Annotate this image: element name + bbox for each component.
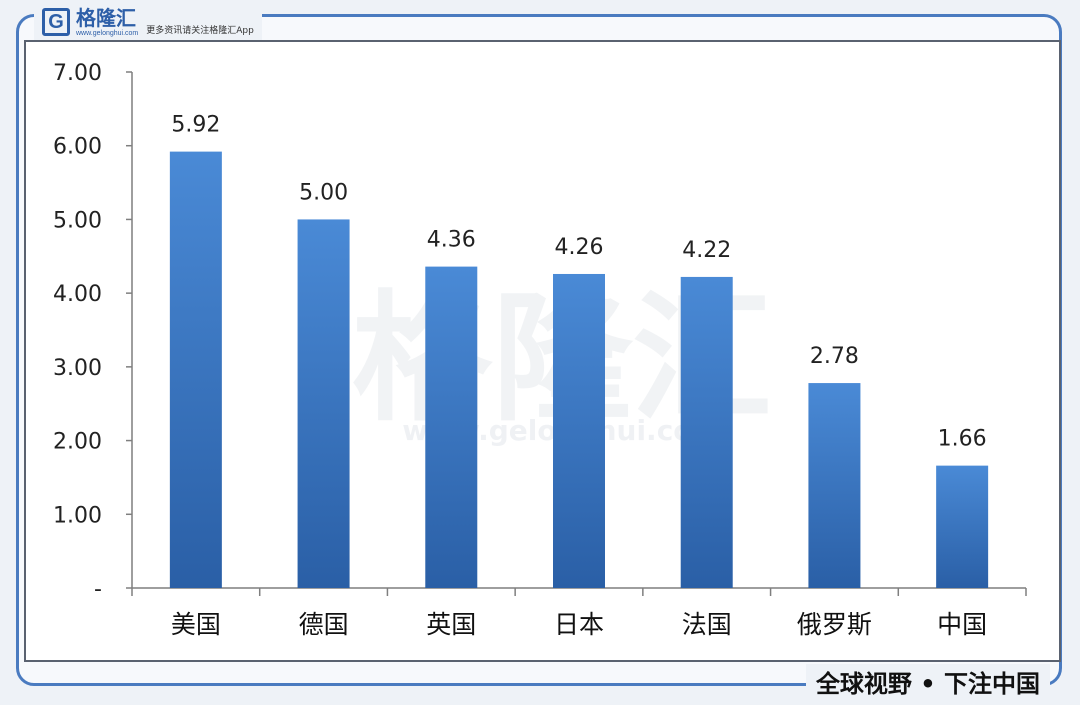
bar (297, 219, 350, 588)
y-tick-label: 2.00 (53, 430, 102, 455)
logo-name: 格隆汇 (76, 5, 136, 30)
data-label: 2.78 (810, 344, 859, 369)
logo-url: www.gelonghui.com (76, 29, 139, 37)
logo-icon: G (42, 8, 70, 36)
bar (808, 383, 861, 588)
bar (425, 266, 478, 588)
logo-text: 格隆汇 www.gelonghui.com (76, 8, 138, 37)
data-label: 4.22 (682, 238, 731, 263)
bar (169, 151, 222, 588)
bar (936, 465, 989, 588)
bar (553, 273, 605, 588)
y-tick-label: - (94, 577, 102, 602)
bar-chart: 格隆汇www.gelonghui.com-1.002.003.004.005.0… (53, 61, 1027, 639)
chart-area: 格隆汇www.gelonghui.com-1.002.003.004.005.0… (24, 40, 1061, 662)
x-tick-label: 中国 (937, 610, 987, 639)
y-tick-label: 7.00 (53, 61, 102, 86)
y-tick-label: 5.00 (53, 208, 102, 233)
x-tick-label: 日本 (554, 610, 604, 639)
y-tick-label: 4.00 (53, 282, 102, 307)
x-tick-label: 法国 (682, 610, 732, 639)
x-tick-label: 英国 (426, 610, 476, 639)
x-tick-label: 德国 (299, 610, 349, 639)
x-tick-label: 俄罗斯 (797, 610, 872, 639)
x-tick-label: 美国 (171, 610, 221, 639)
logo-tagline: 更多资讯请关注格隆汇App (146, 26, 254, 36)
data-label: 4.26 (555, 235, 604, 260)
brand-header: G 格隆汇 www.gelonghui.com 更多资讯请关注格隆汇App (34, 4, 262, 40)
y-tick-label: 6.00 (53, 135, 102, 160)
bar (680, 276, 733, 588)
slogan: 全球视野 • 下注中国 (805, 664, 1050, 699)
data-label: 5.00 (299, 180, 348, 205)
data-label: 4.36 (427, 228, 476, 253)
data-label: 5.92 (171, 113, 220, 138)
data-label: 1.66 (938, 427, 987, 452)
y-tick-label: 3.00 (53, 356, 102, 381)
y-tick-label: 1.00 (53, 503, 102, 528)
